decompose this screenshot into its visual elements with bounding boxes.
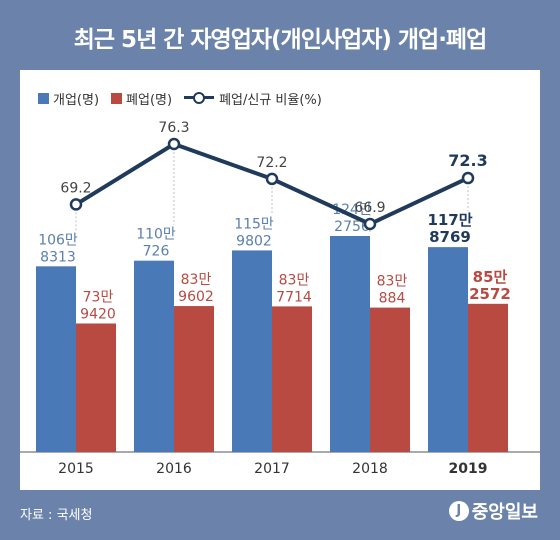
legend-item-opened: 개업(명) <box>38 89 99 108</box>
ratio-marker <box>363 217 377 231</box>
ratio-marker <box>167 137 181 151</box>
ratio-value-label: 72.2 <box>256 155 287 171</box>
x-tick-label: 2019 <box>449 461 488 477</box>
logo-text: 중앙일보 <box>471 502 538 523</box>
data-label-opened: 2756 <box>334 219 370 235</box>
source-note: 자료 : 국세청 <box>20 508 93 523</box>
x-tick-label: 2017 <box>254 461 290 477</box>
bar-closed <box>370 307 410 452</box>
x-tick-label: 2015 <box>58 461 94 477</box>
data-label-closed: 83만 <box>279 272 310 288</box>
bar-opened <box>232 250 272 452</box>
ratio-value-label: 72.3 <box>448 151 487 170</box>
legend-swatch-opened <box>38 92 49 104</box>
x-tick-label: 2018 <box>352 461 388 477</box>
bar-opened <box>330 236 370 452</box>
x-tick-label: 2016 <box>156 461 192 477</box>
legend-label-opened: 개업(명) <box>53 92 100 108</box>
data-label-opened: 117만 <box>427 211 472 229</box>
legend-line-icon <box>184 92 215 104</box>
data-label-opened: 124만 <box>332 202 372 218</box>
chart-plot: 106만831373만94202015110만72683만96022016115… <box>20 120 540 477</box>
data-label-closed: 2572 <box>469 285 511 303</box>
bar-opened <box>36 266 76 452</box>
legend-item-ratio: 폐업/신규 비율(%) <box>184 89 322 108</box>
ratio-value-label: 76.3 <box>158 120 189 136</box>
legend-item-closed: 폐업(명) <box>111 89 172 108</box>
bar-closed <box>174 306 214 452</box>
data-label-closed: 83만 <box>377 274 408 290</box>
data-label-closed: 9602 <box>178 289 214 305</box>
chart-panel: 개업(명) 폐업(명) 폐업/신규 비율(%) 106만 8313 73만 9420 2… <box>20 70 540 490</box>
bar-closed <box>76 323 116 452</box>
legend-label-closed: 폐업(명) <box>126 92 173 108</box>
ratio-marker <box>265 172 279 186</box>
bar-opened <box>134 260 174 452</box>
legend-swatch-closed <box>111 92 123 104</box>
ratio-marker <box>69 198 83 211</box>
data-label-closed: 83만 <box>181 272 212 288</box>
data-label-closed: 85만 <box>473 268 508 286</box>
bar-opened <box>428 247 468 452</box>
publisher-logo: J 중앙일보 <box>448 498 538 524</box>
ratio-value-label: 69.2 <box>60 180 91 196</box>
data-label-closed: 7714 <box>276 289 312 305</box>
logo-mark-icon: J <box>448 501 469 521</box>
legend-label-ratio: 폐업/신규 비율(%) <box>219 92 322 108</box>
data-label-opened: 9802 <box>236 233 272 249</box>
data-label-opened: 115만 <box>234 216 274 232</box>
legend: 개업(명) 폐업(명) 폐업/신규 비율(%) <box>38 88 334 108</box>
bar-closed <box>272 306 312 452</box>
data-label-opened: 726 <box>143 244 170 260</box>
data-label-opened: 8769 <box>429 228 471 246</box>
data-label-closed: 73만 <box>83 289 114 305</box>
ratio-value-label: 66.9 <box>354 200 385 216</box>
bar-closed <box>468 303 508 452</box>
data-label-opened: 110만 <box>136 227 176 243</box>
data-label-closed: 884 <box>379 291 406 307</box>
ratio-marker <box>461 171 475 185</box>
data-label-opened: 8313 <box>40 249 76 265</box>
chart-title: 최근 5년 간 자영업자(개인사업자) 개업·폐업 <box>73 27 488 53</box>
data-label-closed: 9420 <box>80 306 116 322</box>
data-label-opened: 106만 <box>38 232 78 248</box>
